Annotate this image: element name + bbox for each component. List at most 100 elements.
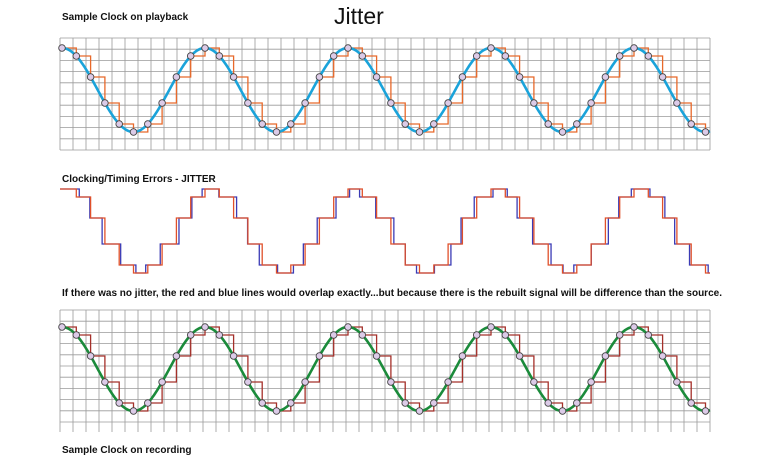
sample-point bbox=[515, 352, 524, 360]
sample-point bbox=[573, 120, 581, 128]
playback-panel bbox=[58, 37, 711, 151]
sample-point bbox=[501, 52, 510, 60]
sample-point bbox=[158, 99, 166, 107]
sample-point bbox=[72, 331, 81, 339]
sample-point bbox=[544, 120, 552, 128]
sample-point bbox=[244, 99, 252, 107]
sample-point bbox=[329, 52, 338, 60]
sample-point bbox=[287, 120, 295, 128]
sample-point bbox=[458, 352, 467, 360]
sample-point bbox=[358, 331, 367, 339]
sample-point bbox=[344, 44, 352, 52]
sample-point bbox=[673, 99, 681, 107]
sample-hold bbox=[60, 47, 710, 133]
sample-point bbox=[186, 331, 195, 339]
sample-point bbox=[172, 352, 181, 360]
sample-point bbox=[501, 331, 510, 339]
sample-point bbox=[687, 120, 695, 128]
sample-point bbox=[558, 407, 567, 415]
sample-point bbox=[129, 128, 138, 136]
sample-point bbox=[487, 44, 495, 52]
recording-panel bbox=[58, 309, 711, 432]
sample-point bbox=[458, 73, 467, 81]
sample-point bbox=[587, 378, 595, 386]
sample-point bbox=[401, 399, 409, 407]
sample-point bbox=[144, 120, 152, 128]
sample-point bbox=[658, 73, 667, 81]
sample-point bbox=[244, 378, 252, 386]
sample-point bbox=[544, 399, 552, 407]
sample-point bbox=[301, 99, 309, 107]
sample-point bbox=[272, 128, 281, 136]
sample-point bbox=[372, 352, 381, 360]
sample-point bbox=[630, 323, 638, 331]
sample-point bbox=[201, 323, 209, 331]
sample-point bbox=[601, 73, 610, 81]
sample-point bbox=[673, 378, 681, 386]
recording-label: Sample Clock on recording bbox=[62, 445, 191, 456]
sample-point bbox=[287, 399, 295, 407]
sample-point bbox=[415, 128, 424, 136]
sample-point bbox=[229, 352, 238, 360]
sample-point bbox=[472, 331, 481, 339]
sample-point bbox=[172, 73, 181, 81]
source-hold bbox=[60, 188, 710, 274]
sample-point bbox=[329, 331, 338, 339]
note: If there was no jitter, the red and blue… bbox=[62, 288, 722, 299]
sample-point bbox=[229, 73, 238, 81]
sample-point bbox=[215, 52, 224, 60]
sample-point bbox=[115, 399, 123, 407]
sample-point bbox=[387, 99, 395, 107]
sample-point bbox=[144, 399, 152, 407]
sample-point bbox=[272, 407, 281, 415]
sample-point bbox=[344, 323, 352, 331]
grid bbox=[59, 309, 711, 432]
jittered-hold bbox=[60, 188, 710, 274]
sample-point bbox=[101, 378, 109, 386]
sample-point bbox=[701, 407, 710, 415]
sample-point bbox=[86, 352, 95, 360]
sample-point bbox=[573, 399, 581, 407]
sample-point bbox=[444, 99, 452, 107]
sample-point bbox=[401, 120, 409, 128]
sample-point bbox=[258, 399, 266, 407]
errors-label: Clocking/Timing Errors - JITTER bbox=[62, 174, 217, 185]
errors-panel bbox=[60, 188, 710, 274]
sample-point bbox=[58, 323, 66, 331]
sample-point bbox=[444, 378, 452, 386]
sample-point bbox=[158, 378, 166, 386]
sample-point bbox=[115, 120, 123, 128]
sample-point bbox=[615, 52, 624, 60]
title: Jitter bbox=[334, 3, 384, 29]
sample-point bbox=[415, 407, 424, 415]
sample-point bbox=[687, 399, 695, 407]
playback-label: Sample Clock on playback bbox=[62, 12, 189, 23]
sample-point bbox=[558, 128, 567, 136]
sample-point bbox=[530, 99, 538, 107]
sample-point bbox=[644, 331, 653, 339]
sample-point bbox=[701, 128, 710, 136]
sample-point bbox=[430, 120, 438, 128]
sine-wave bbox=[59, 325, 711, 413]
sample-point bbox=[86, 73, 95, 81]
sine-wave bbox=[59, 46, 711, 134]
sample-point bbox=[301, 378, 309, 386]
sample-point bbox=[101, 99, 109, 107]
sample-point bbox=[387, 378, 395, 386]
sample-point bbox=[72, 52, 81, 60]
sample-point bbox=[644, 52, 653, 60]
sample-point bbox=[472, 52, 481, 60]
sample-point bbox=[186, 52, 195, 60]
sample-point bbox=[215, 331, 224, 339]
sample-point bbox=[258, 120, 266, 128]
sample-point bbox=[601, 352, 610, 360]
sample-point bbox=[487, 323, 495, 331]
sample-point bbox=[530, 378, 538, 386]
sample-point bbox=[587, 99, 595, 107]
sample-point bbox=[358, 52, 367, 60]
sample-point bbox=[372, 73, 381, 81]
sample-point bbox=[58, 44, 66, 52]
sample-point bbox=[315, 352, 324, 360]
sample-point bbox=[201, 44, 209, 52]
